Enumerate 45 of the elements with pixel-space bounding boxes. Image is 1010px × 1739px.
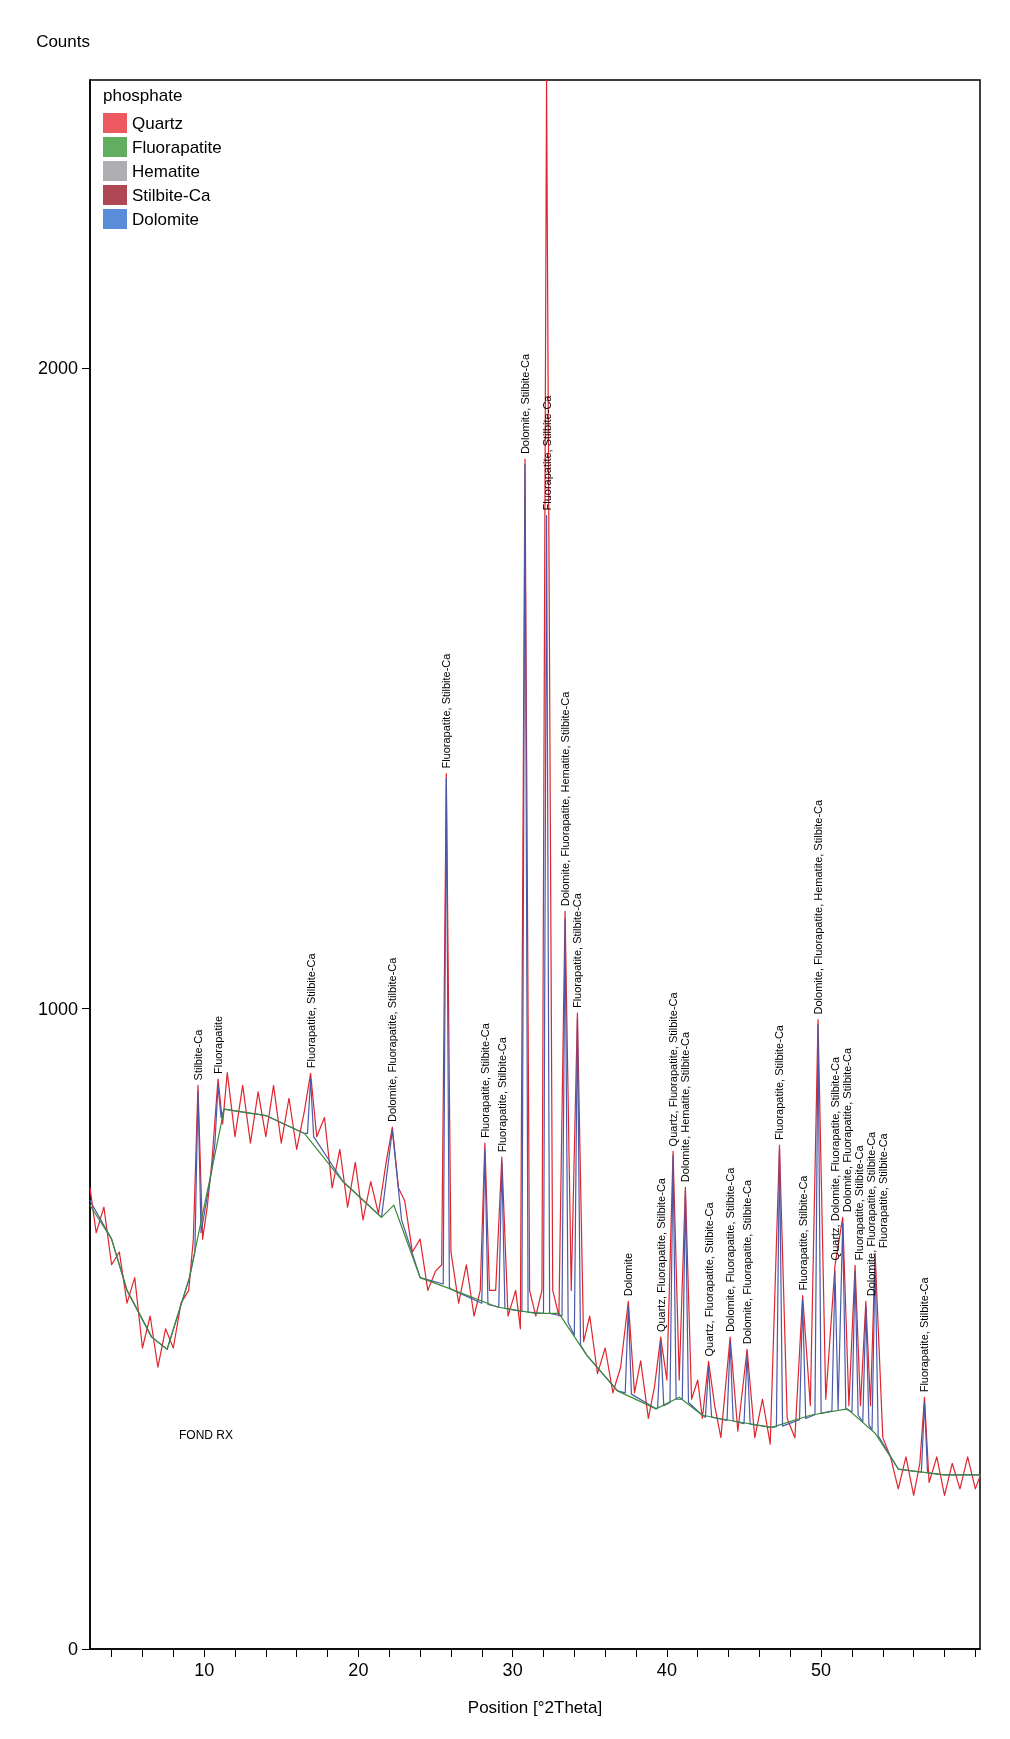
legend-label: Fluorapatite — [132, 137, 222, 157]
legend-label: Hematite — [132, 161, 201, 181]
legend-title: phosphate — [103, 86, 183, 105]
annotation: Dolomite, Fluorapatite, Stilbite-Ca — [724, 1166, 737, 1333]
legend-label: Quartz — [132, 113, 184, 133]
annotation: Fluorapatite, Stilbite-Ca — [877, 1132, 890, 1249]
annotation: Stilbite-Ca — [191, 1028, 204, 1081]
annotation: Quartz, Fluorapatite, Stilbite-Ca — [654, 1177, 667, 1333]
x-tick-label: 50 — [811, 1660, 832, 1680]
annotation: Fluorapatite, Stilbite-Ca — [796, 1174, 809, 1291]
line-series — [89, 79, 981, 1496]
y-tick-label: 2000 — [37, 358, 78, 379]
annotation: Dolomite, Fluorapatite, Stilbite-Ca — [865, 1130, 878, 1297]
annotation: Fluorapatite, Stilbite-Ca — [540, 394, 553, 511]
annotation: FOND RX — [179, 1428, 233, 1443]
annotation: Dolomite, Hematite, Stilbite-Ca — [679, 1031, 692, 1183]
annotation: Fluorapatite — [212, 1015, 225, 1075]
annotation: Fluorapatite, Stilbite-Ca — [478, 1022, 491, 1139]
annotation: Dolomite, Fluorapatite, Hematite, Stilbite-Ca — [559, 690, 572, 907]
x-tick-label: 10 — [194, 1660, 215, 1680]
annotation: Dolomite, Stilbite-Ca — [518, 352, 531, 455]
annotation: Fluorapatite, Stilbite-Ca — [495, 1036, 508, 1153]
annotation: Dolomite, Fluorapatite, Stilbite-Ca — [841, 1047, 854, 1213]
annotation: Fluorapatite, Stilbite-Ca — [773, 1024, 786, 1140]
x-tick-label: 40 — [656, 1660, 677, 1680]
x-tick-label: 30 — [502, 1660, 523, 1680]
annotation: Fluorapatite, Stilbite-Ca — [918, 1276, 931, 1393]
y-tick-label: 1000 — [37, 998, 78, 1019]
annotation: Fluorapatite, Stilbite-Ca — [304, 952, 317, 1069]
legend-label: Dolomite — [132, 209, 200, 229]
annotation: Fluorapatite, Stilbite-Ca — [440, 652, 453, 769]
annotation: Quartz, Dolomite, Fluorapatite, Stilbite-Ca — [829, 1055, 842, 1261]
annotation: Fluorapatite, Stilbite-Ca — [853, 1144, 866, 1261]
y-tick-label: 0 — [67, 1639, 78, 1659]
annotation: Dolomite — [622, 1252, 635, 1297]
annotation: Dolomite, Fluorapatite, Hematite, Stilbite-Ca — [812, 799, 825, 1015]
annotation: Quartz, Fluorapatite, Stilbite-Ca — [667, 991, 680, 1147]
annotation: Dolomite, Fluorapatite, Stilbite-Ca — [741, 1178, 754, 1345]
annotation: Dolomite, Fluorapatite, Stilbite-Ca — [386, 956, 399, 1123]
annotation: Quartz, Fluorapatite, Stilbite-Ca — [702, 1201, 715, 1357]
x-tick-label: 20 — [348, 1660, 369, 1680]
y-axis-title: Counts — [36, 32, 90, 51]
x-axis-title: Position [°2Theta] — [467, 1698, 603, 1717]
annotation: Fluorapatite, Stilbite-Ca — [571, 892, 584, 1009]
legend-label: Stilbite-Ca — [132, 185, 211, 205]
